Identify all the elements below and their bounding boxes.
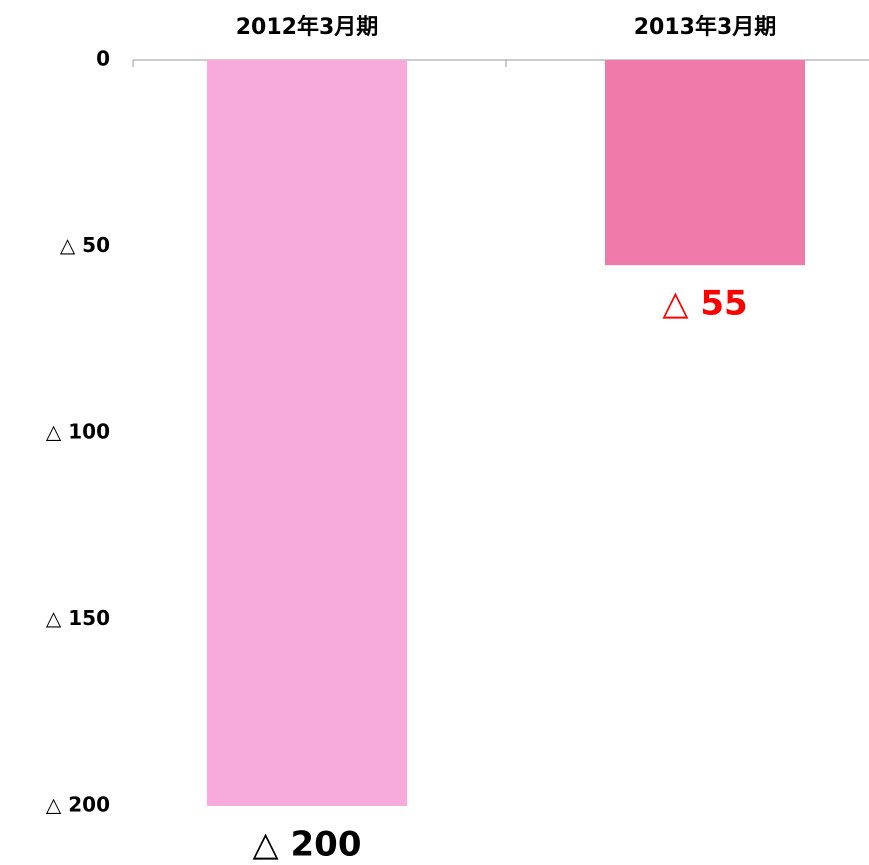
y-tick-label: △ 200 xyxy=(46,793,110,817)
bar xyxy=(207,60,407,806)
value-label: △ 200 xyxy=(253,825,362,865)
bar xyxy=(605,60,805,266)
y-tick-label: △ 50 xyxy=(60,233,110,257)
x-tick-label: 2012年3月期 xyxy=(236,14,379,40)
y-tick-label: △ 100 xyxy=(46,420,110,444)
x-tick-label: 2013年3月期 xyxy=(634,14,777,40)
y-tick-label: △ 150 xyxy=(46,606,110,630)
y-tick-label: 0 xyxy=(96,47,110,71)
value-label: △ 55 xyxy=(662,284,747,324)
